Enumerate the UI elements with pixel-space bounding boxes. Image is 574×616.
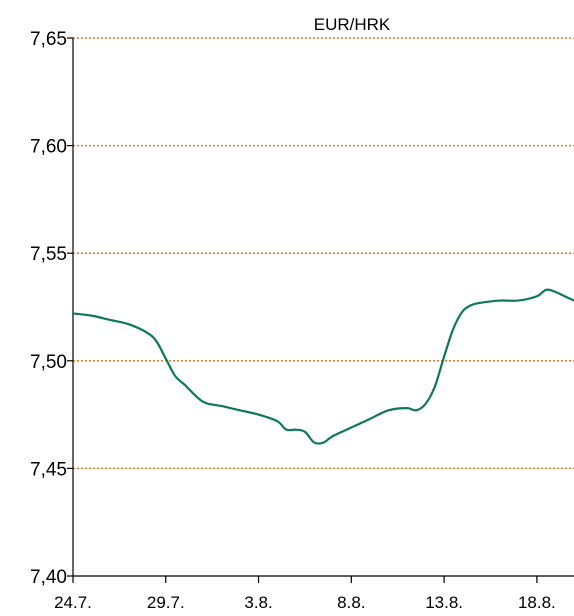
x-tick-label: 18.8. <box>518 593 556 612</box>
tick-labels: 7,65 7,60 7,55 7,50 7,45 7,40 24.7. 29.7. 3.8. 8.… <box>30 29 556 612</box>
y-tick-label: 7,45 <box>30 459 67 480</box>
y-tick-label: 7,60 <box>30 137 67 158</box>
y-tick-label: 7,40 <box>30 567 67 588</box>
y-tick-label: 7,55 <box>30 244 67 265</box>
series-line-eur-hrk <box>71 288 574 445</box>
grid-lines <box>73 37 574 470</box>
x-tick-label: 29.7. <box>147 593 185 612</box>
x-tick-label: 3.8. <box>244 593 272 612</box>
y-tick-label: 7,65 <box>30 29 67 50</box>
y-tick-label: 7,50 <box>30 352 67 373</box>
x-tick-label: 13.8. <box>425 593 463 612</box>
series-layer <box>71 288 574 445</box>
chart-title: EUR/HRK <box>314 15 391 34</box>
x-tick-label: 8.8. <box>337 593 365 612</box>
axes <box>67 37 574 583</box>
x-tick-label: 24.7. <box>54 593 92 612</box>
